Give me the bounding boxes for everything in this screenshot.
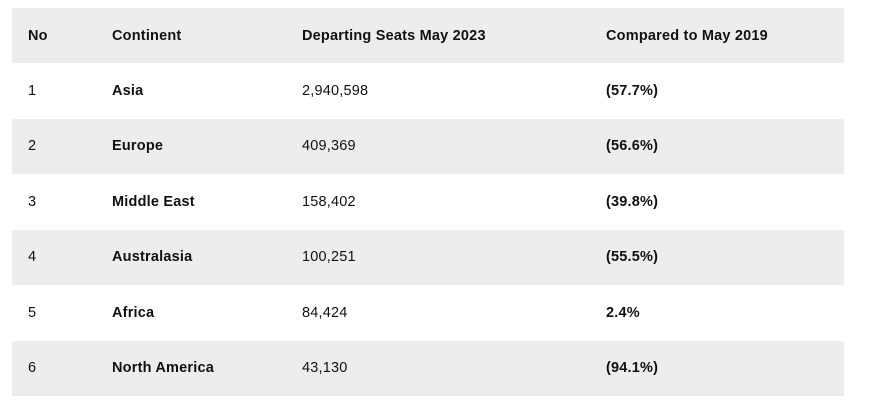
row-continent: Middle East — [112, 193, 195, 210]
row-compared: 2.4% — [606, 304, 640, 321]
header-no: No — [28, 27, 48, 44]
row-no: 5 — [28, 304, 37, 321]
table-row: 4 Australasia 100,251 (55.5%) — [12, 229, 844, 285]
row-continent: Asia — [112, 82, 144, 99]
row-departing-seats: 409,369 — [302, 138, 356, 155]
row-departing-seats: 100,251 — [302, 249, 356, 266]
row-no: 2 — [28, 138, 37, 155]
header-continent: Continent — [112, 27, 182, 44]
table-header: No Continent Departing Seats May 2023 Co… — [12, 8, 844, 63]
departing-seats-table: No Continent Departing Seats May 2023 Co… — [12, 8, 844, 396]
row-no: 6 — [28, 360, 37, 377]
row-compared: (57.7%) — [606, 82, 659, 99]
row-departing-seats: 43,130 — [302, 360, 348, 377]
row-departing-seats: 2,940,598 — [302, 82, 369, 99]
row-no: 1 — [28, 82, 37, 99]
header-departing-seats: Departing Seats May 2023 — [302, 27, 486, 44]
row-no: 3 — [28, 193, 37, 210]
row-continent: Europe — [112, 138, 164, 155]
row-continent: North America — [112, 360, 214, 377]
row-compared: (55.5%) — [606, 249, 659, 266]
table-row: 6 North America 43,130 (94.1%) — [12, 340, 844, 396]
row-compared: (94.1%) — [606, 360, 659, 377]
table-row: 1 Asia 2,940,598 (57.7%) — [12, 63, 844, 119]
table-row: 5 Africa 84,424 2.4% — [12, 285, 844, 341]
table-row: 2 Europe 409,369 (56.6%) — [12, 118, 844, 174]
row-departing-seats: 84,424 — [302, 304, 348, 321]
row-continent: Africa — [112, 304, 155, 321]
row-compared: (39.8%) — [606, 193, 659, 210]
header-compared: Compared to May 2019 — [606, 27, 768, 44]
data-table-container: No Continent Departing Seats May 2023 Co… — [12, 8, 844, 396]
row-departing-seats: 158,402 — [302, 193, 356, 210]
table-body: 1 Asia 2,940,598 (57.7%) 2 Europe 409,36… — [12, 63, 844, 396]
row-continent: Australasia — [112, 249, 193, 266]
row-compared: (56.6%) — [606, 138, 659, 155]
table-row: 3 Middle East 158,402 (39.8%) — [12, 174, 844, 230]
header-row: No Continent Departing Seats May 2023 Co… — [12, 8, 844, 63]
row-no: 4 — [28, 249, 37, 266]
